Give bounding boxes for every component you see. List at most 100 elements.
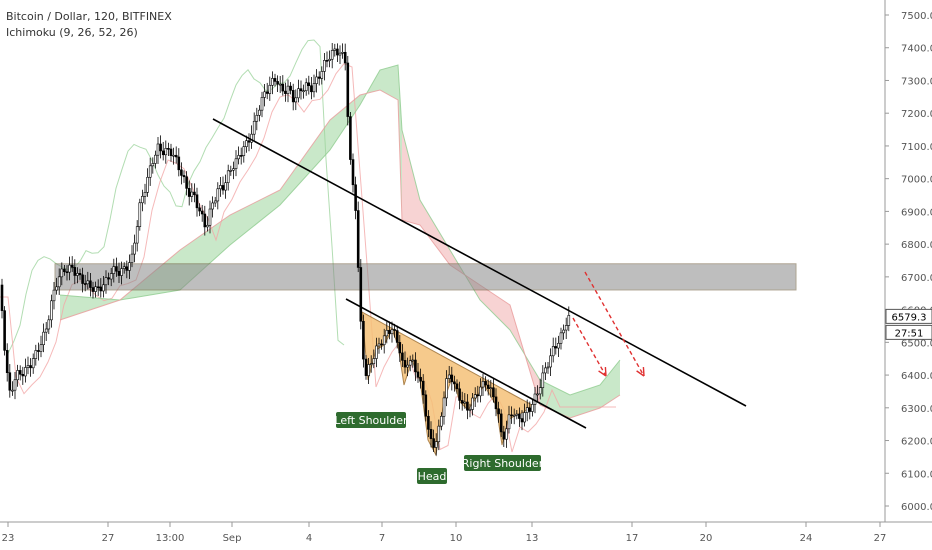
candle-body	[104, 277, 108, 286]
candle-body	[180, 169, 183, 176]
candle-body	[268, 84, 272, 94]
forecast-arrow-2-head	[636, 370, 645, 377]
candle-body	[307, 82, 311, 86]
x-tick-label: 24	[800, 533, 813, 544]
candle-body	[167, 148, 170, 150]
y-tick-label: 6300.0	[901, 404, 932, 415]
candle-body	[297, 88, 300, 99]
forecast-arrow-2-head	[642, 366, 645, 377]
candle-body	[393, 329, 396, 331]
forecast-arrow-2	[584, 271, 645, 377]
candle-body	[281, 83, 285, 92]
forecast-arrow-1-head	[598, 370, 607, 377]
candle-body	[138, 202, 142, 227]
candle-body	[0, 284, 4, 311]
candle-body	[481, 381, 485, 388]
candle-body	[200, 210, 204, 215]
candle-body	[289, 85, 292, 91]
candle-body	[143, 192, 147, 197]
y-tick-label: 6100.0	[901, 469, 932, 480]
y-tick-label: 6700.0	[901, 273, 932, 284]
candle-body	[29, 365, 32, 369]
candle-body	[70, 264, 74, 268]
candle-body	[174, 154, 178, 158]
candle-body	[460, 400, 464, 404]
candle-body	[424, 394, 428, 417]
candle-body	[564, 325, 568, 331]
candle-body	[229, 169, 233, 172]
candle-body	[476, 394, 480, 397]
candle-body	[427, 415, 430, 430]
candle-body	[523, 412, 526, 423]
candle-body	[367, 364, 370, 376]
candle-body	[284, 90, 287, 94]
ichimoku-lines	[0, 39, 621, 453]
candle-body	[343, 51, 347, 64]
candle-body	[302, 90, 305, 93]
candle-body	[120, 268, 123, 276]
right-shoulder-label: Right Shoulder	[462, 457, 544, 470]
candle-body	[159, 143, 162, 152]
candle-body	[450, 374, 454, 383]
candle-body	[390, 329, 394, 335]
candle-body	[102, 284, 105, 292]
candle-body	[16, 370, 19, 381]
candle-body	[382, 335, 386, 345]
candle-body	[11, 389, 14, 392]
y-tick-label: 6800.0	[901, 240, 932, 251]
candle-body	[239, 155, 243, 157]
candle-body	[466, 401, 469, 411]
candle-body	[507, 414, 511, 430]
candle-body	[187, 188, 191, 197]
candle-body	[68, 264, 71, 273]
candle-body	[169, 148, 173, 156]
candle-body	[24, 367, 27, 377]
candle-body	[395, 330, 399, 343]
cloud-bullish-segment	[540, 360, 620, 418]
candle-body	[172, 154, 175, 157]
trendlines	[212, 118, 747, 429]
candle-body	[141, 195, 144, 204]
candle-body	[65, 271, 69, 274]
candle-body	[528, 407, 532, 412]
x-tick-label: 4	[306, 533, 312, 544]
candle-body	[484, 381, 487, 386]
candle-body	[237, 155, 240, 160]
candle-body	[512, 414, 516, 417]
candle-body	[13, 379, 17, 391]
x-tick-label: 13	[526, 533, 539, 544]
candle-body	[198, 207, 201, 212]
candle-body	[536, 393, 539, 396]
candle-body	[520, 418, 524, 423]
candle-body	[463, 401, 467, 404]
candle-body	[398, 342, 402, 354]
candle-body	[341, 51, 344, 54]
candle-body	[437, 425, 441, 442]
x-tick-label: 10	[450, 533, 463, 544]
candle-body	[8, 372, 12, 391]
candle-body	[96, 286, 100, 289]
x-tick-label: 13:00	[156, 533, 185, 544]
candle-body	[354, 184, 357, 211]
candle-body	[21, 373, 25, 377]
x-tick-label: 27	[102, 533, 115, 544]
candle-body	[359, 267, 363, 322]
candle-body	[245, 140, 248, 147]
candle-body	[562, 329, 565, 334]
last-price-label: 6579.3	[892, 312, 927, 323]
candle-body	[39, 344, 43, 352]
candle-body	[271, 78, 274, 86]
neckline	[345, 298, 587, 429]
candle-body	[99, 286, 103, 292]
candle-body	[310, 85, 313, 93]
y-tick-label: 7100.0	[901, 142, 932, 153]
candle-body	[255, 114, 259, 122]
candle-body	[447, 374, 451, 379]
candle-body	[369, 363, 373, 365]
candle-body	[18, 370, 22, 375]
y-tick-label: 6400.0	[901, 371, 932, 382]
candle-body	[117, 270, 121, 276]
candle-body	[336, 48, 339, 56]
candle-body	[5, 350, 9, 374]
